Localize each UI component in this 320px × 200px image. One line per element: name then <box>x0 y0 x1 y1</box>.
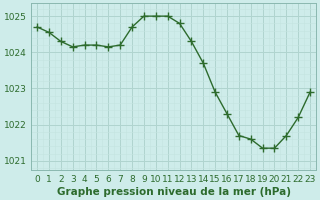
X-axis label: Graphe pression niveau de la mer (hPa): Graphe pression niveau de la mer (hPa) <box>57 187 291 197</box>
